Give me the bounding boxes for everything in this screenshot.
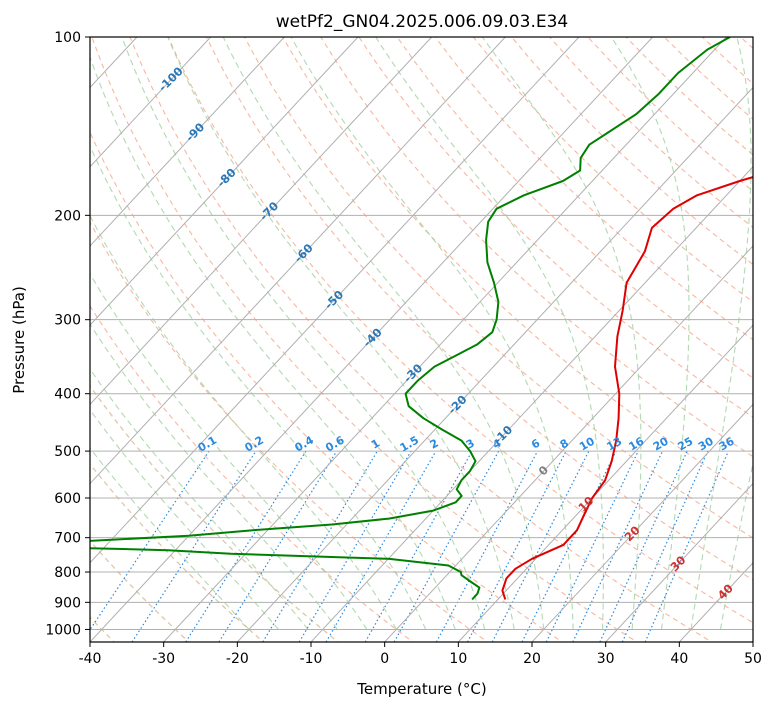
isotherm-line	[90, 37, 359, 326]
mixing-ratio-line	[545, 450, 639, 642]
isotherm-line	[605, 482, 753, 642]
x-tick-label: -40	[79, 651, 102, 667]
isotherm-line	[384, 245, 753, 642]
moist-adiabat-line	[290, 37, 574, 630]
mixing-ratio-line	[298, 450, 412, 642]
y-tick-label: 800	[54, 565, 81, 581]
y-tick-label: 400	[54, 387, 81, 403]
dry-adiabat-line	[472, 37, 753, 303]
mixing-ratio-line	[572, 450, 664, 642]
moist-adiabat-line	[167, 37, 515, 630]
moist-adiabat-line	[690, 37, 752, 630]
moist-adiabat-line	[610, 37, 690, 630]
x-axis-label: Temperature (°C)	[356, 680, 486, 698]
mixing-ratio-line	[325, 450, 437, 642]
x-tick-label: -20	[226, 651, 249, 667]
mixing-ratio-line	[364, 450, 473, 642]
dry-adiabat-line	[91, 37, 639, 642]
isotherm-line	[310, 165, 753, 642]
isotherm-line	[90, 37, 580, 564]
mixing-ratio-line	[185, 450, 307, 642]
x-tick-label: 30	[597, 651, 615, 667]
isotherm-line	[90, 37, 212, 168]
dry-adiabat-line	[90, 304, 414, 642]
mixing-ratio-line	[262, 450, 378, 642]
mixing-ratio-line	[393, 450, 500, 642]
y-tick-label: 1000	[45, 622, 81, 638]
mixing-ratio-line	[644, 450, 729, 642]
isotherm-line	[163, 37, 727, 642]
isotherm-line	[90, 37, 285, 247]
moist-adiabat-line	[719, 460, 753, 630]
moist-adiabat-line	[90, 144, 427, 630]
mixing-ratio-line	[599, 450, 688, 642]
moist-adiabat-line	[90, 368, 309, 630]
x-tick-label: -30	[152, 651, 175, 667]
x-tick-label: 40	[670, 651, 688, 667]
dry-adiabat-line	[282, 37, 753, 498]
y-tick-label: 600	[54, 491, 81, 507]
isotherm-line	[90, 37, 654, 642]
isotherm-line	[236, 86, 753, 642]
isotherm-line	[90, 37, 433, 406]
x-tick-label: 0	[380, 651, 389, 667]
y-axis-label: Pressure (hPa)	[10, 286, 28, 394]
isotherm-line	[457, 324, 753, 642]
y-tick-label: 200	[54, 208, 81, 224]
moist-adiabat-line	[90, 214, 397, 630]
mixing-ratio-line	[435, 450, 539, 642]
moist-adiabat-line	[222, 37, 545, 630]
y-tick-label: 100	[54, 30, 81, 46]
plot-frame	[89, 36, 754, 643]
dry-adiabat-line	[244, 37, 753, 539]
moist-adiabat-line	[90, 55, 456, 630]
x-tick-label: -10	[300, 651, 323, 667]
moist-adiabat-line	[375, 37, 604, 630]
y-tick-label: 900	[54, 595, 81, 611]
moist-adiabat-line	[121, 37, 486, 630]
dry-adiabat-line	[90, 220, 489, 642]
mixing-ratio-line	[521, 450, 617, 642]
x-tick-label: 50	[744, 651, 762, 667]
moist-adiabat-line	[90, 323, 338, 630]
isotherm-line	[531, 403, 753, 642]
moist-adiabat-line	[90, 409, 279, 630]
mixing-ratio-line	[621, 450, 709, 642]
y-tick-label: 500	[54, 444, 81, 460]
y-tick-label: 300	[54, 313, 81, 329]
dewpoint-profile-line	[90, 37, 731, 601]
moist-adiabat-line	[481, 37, 642, 630]
chart-title: wetPf2_GN04.2025.006.09.03.E34	[276, 12, 568, 32]
mixing-ratio-line	[218, 450, 338, 642]
x-tick-label: 10	[449, 651, 467, 667]
x-tick-label: 20	[523, 651, 541, 667]
moist-adiabat-line	[90, 272, 368, 630]
temperature-profile-line	[501, 175, 753, 600]
y-tick-label: 700	[54, 531, 81, 547]
isotherm-line	[90, 37, 506, 485]
